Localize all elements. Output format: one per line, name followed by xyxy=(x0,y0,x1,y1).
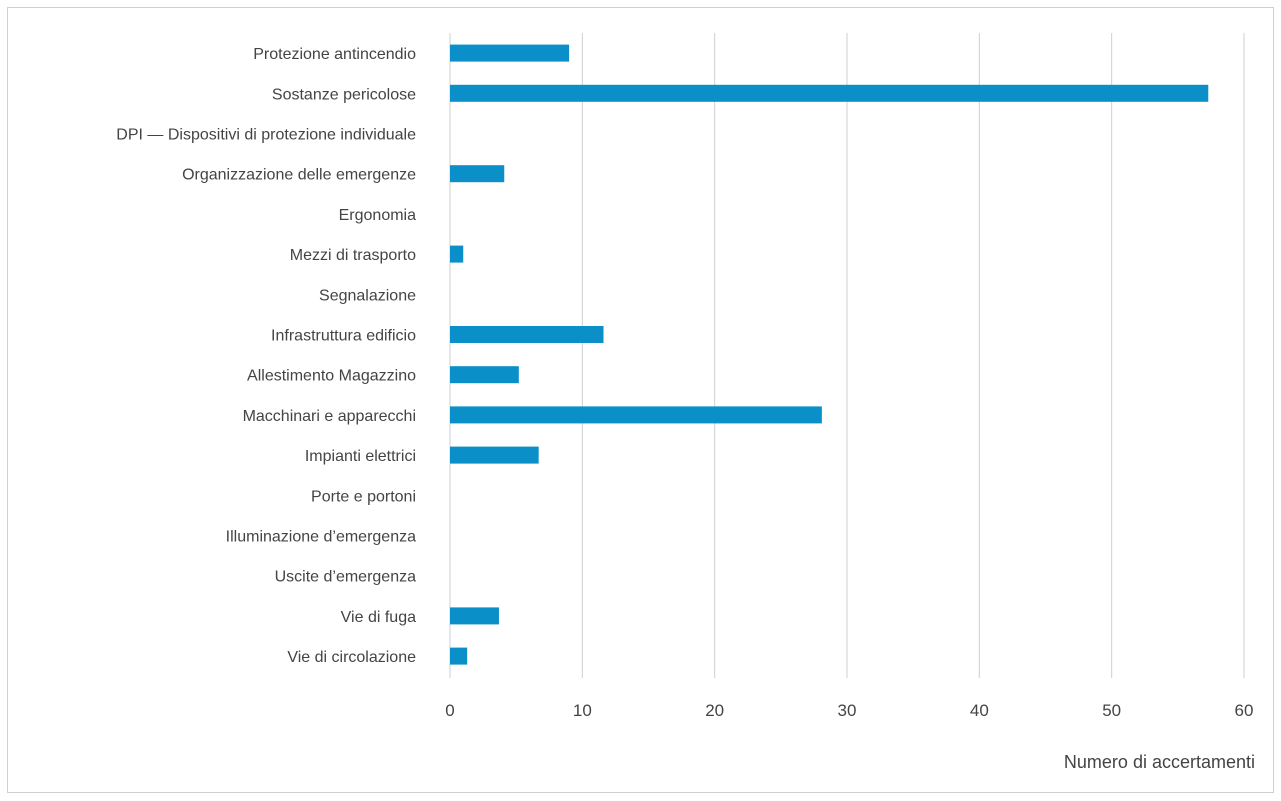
bar xyxy=(450,446,539,464)
category-label: Organizzazione delle emergenze xyxy=(182,167,416,184)
x-tick-label: 30 xyxy=(838,701,857,720)
category-label: Sostanze pericolose xyxy=(272,86,416,103)
category-labels: Protezione antincendio Sostanze pericolos… xyxy=(116,46,416,666)
category-label: Vie di fuga xyxy=(341,609,416,626)
category-label: Segnalazione xyxy=(319,287,416,304)
bar xyxy=(450,647,468,665)
category-label: Protezione antincendio xyxy=(253,46,416,63)
x-tick-label: 0 xyxy=(445,701,454,720)
x-tick-label: 40 xyxy=(970,701,989,720)
category-label: Vie di circolazione xyxy=(287,649,416,666)
category-label: DPI — Dispositivi di protezione individu… xyxy=(116,127,416,144)
bar xyxy=(450,366,519,384)
x-tick-label: 20 xyxy=(705,701,724,720)
bar xyxy=(450,326,604,343)
category-label: Allestimento Magazzino xyxy=(247,368,416,385)
x-tick-label: 10 xyxy=(573,701,592,720)
category-label: Uscite d’emergenza xyxy=(275,569,417,586)
category-label: Ergonomia xyxy=(339,207,416,224)
x-tick-labels: 0 10 20 30 40 50 60 xyxy=(445,701,1253,720)
bars xyxy=(450,44,1209,665)
bar xyxy=(450,406,822,424)
bar xyxy=(450,44,570,62)
x-axis-title: Numero di accertamenti xyxy=(1064,752,1255,772)
x-tick-label: 50 xyxy=(1102,701,1121,720)
category-label: Mezzi di trasporto xyxy=(290,247,416,264)
bar xyxy=(450,84,1209,102)
chart-frame xyxy=(7,7,1274,793)
category-label: Impianti elettrici xyxy=(305,448,416,465)
category-label: Porte e portoni xyxy=(311,488,416,505)
category-label: Macchinari e apparecchi xyxy=(243,408,416,425)
gridlines xyxy=(449,33,1245,678)
x-tick-label: 60 xyxy=(1235,701,1254,720)
category-label: Infrastruttura edificio xyxy=(271,328,416,345)
bar xyxy=(450,245,464,263)
category-label: Illuminazione d’emergenza xyxy=(226,529,416,546)
bar xyxy=(450,607,499,625)
bar xyxy=(450,165,505,183)
